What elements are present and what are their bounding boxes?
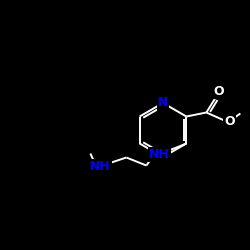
Text: N: N xyxy=(158,96,168,110)
Text: NH: NH xyxy=(149,148,170,161)
Text: NH: NH xyxy=(90,160,111,173)
Text: O: O xyxy=(213,85,224,98)
Text: O: O xyxy=(224,115,235,128)
